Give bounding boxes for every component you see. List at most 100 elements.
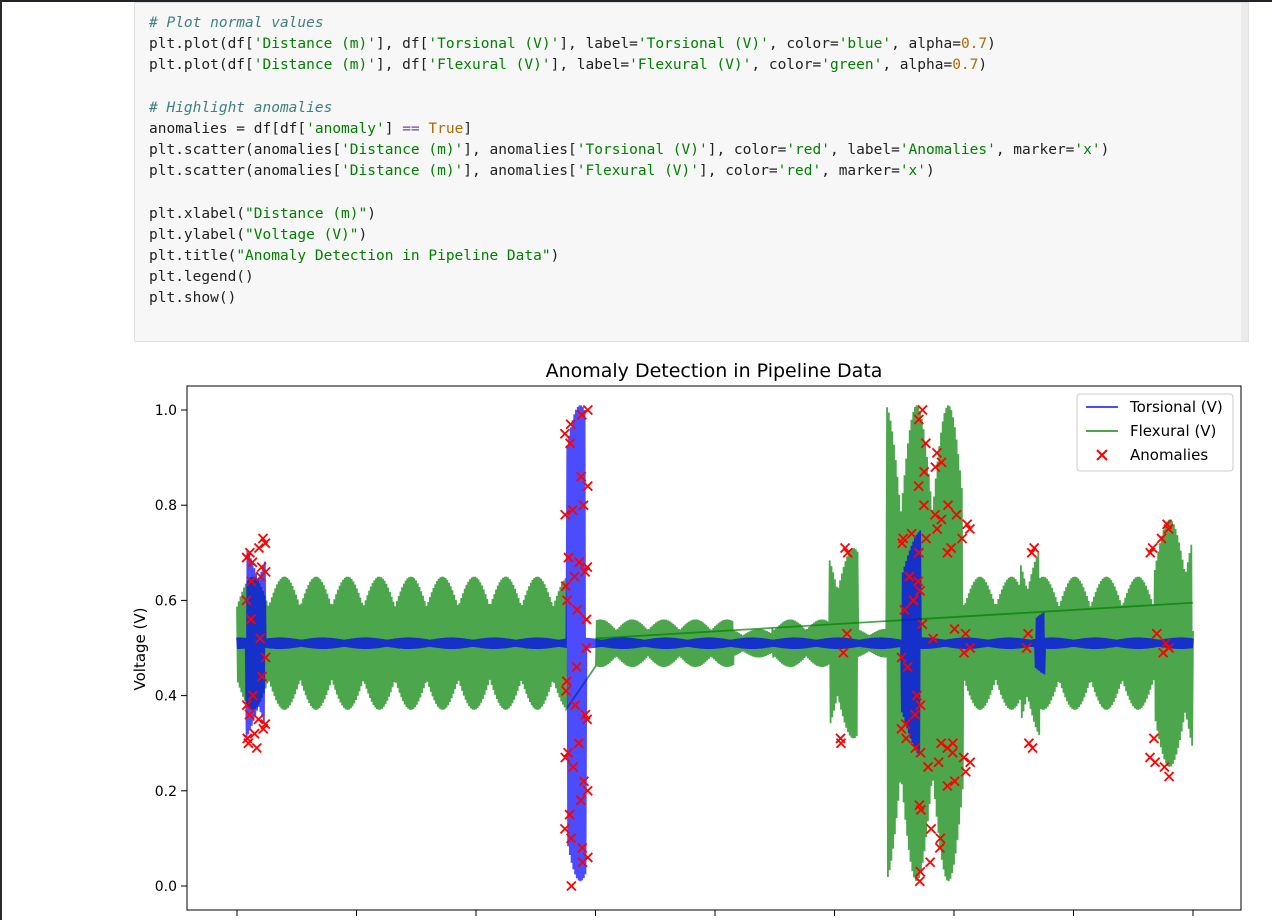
code-token: "Voltage (V)": [245, 226, 359, 243]
anomaly-marker: [567, 761, 579, 773]
anomaly-marker: [569, 571, 580, 582]
anomaly-marker: [578, 776, 590, 787]
anomaly-marker: [901, 733, 912, 744]
anomaly-marker: [835, 738, 847, 749]
code-line: # Highlight anomalies: [149, 98, 1109, 119]
anomaly-marker: [914, 876, 925, 887]
code-token: "Anomaly Detection in Pipeline Data": [236, 248, 551, 265]
anomaly-marker: [260, 652, 271, 663]
anomaly-marker: [960, 628, 971, 639]
y-axis: 0.0 0.2 0.4 0.6 0.8 1.0: [155, 403, 187, 895]
anomaly-marker: [936, 457, 947, 468]
anomaly-marker: [842, 547, 853, 558]
code-token: 'x': [1074, 142, 1101, 159]
anomaly-marker: [909, 709, 921, 720]
code-token: ): [978, 57, 988, 74]
anomaly-marker: [935, 738, 947, 749]
code-line: # Plot normal values: [149, 13, 1109, 34]
cell-scrollbar[interactable]: [1241, 3, 1248, 341]
anomaly-marker: [960, 766, 971, 777]
code-token: 'Flexural (V)': [428, 57, 551, 74]
y-tick-label: 0.4: [155, 689, 177, 705]
code-token: # Plot normal values: [149, 15, 324, 31]
anomaly-marker: [930, 461, 941, 473]
code-cell[interactable]: # Plot normal values plt.plot(df['Distanc…: [134, 2, 1249, 342]
code-token: ], anomalies[: [463, 163, 577, 180]
code-token: plt.scatter(anomalies[: [149, 142, 342, 159]
anomaly-marker: [913, 576, 924, 587]
code-line: plt.ylabel("Voltage (V)"): [149, 225, 1109, 246]
code-token: , color=: [768, 36, 839, 53]
anomaly-marker: [575, 795, 586, 806]
anomaly-marker: [899, 604, 910, 616]
anomaly-marker: [246, 576, 257, 587]
code-token: , label=: [829, 142, 900, 159]
anomaly-marker: [251, 742, 262, 754]
code-editor[interactable]: # Plot normal values plt.plot(df['Distanc…: [149, 13, 1109, 310]
anomaly-marker: [1159, 761, 1170, 773]
anomaly-marker: [579, 566, 591, 577]
anomaly-marker: [1021, 642, 1032, 654]
legend-label: Anomalies: [1130, 446, 1208, 464]
anomaly-marker: [925, 823, 937, 835]
anomaly-marker: [572, 604, 583, 616]
code-token: plt.plot(df[: [149, 36, 254, 53]
anomaly-marker: [964, 523, 975, 535]
code-token: ]: [463, 120, 473, 137]
anomaly-marker: [922, 761, 934, 773]
legend: Torsional (V) Flexural (V) Anomalies: [1076, 393, 1234, 472]
anomaly-marker: [565, 419, 576, 430]
anomaly-marker: [247, 557, 258, 568]
code-token: , alpha=: [891, 36, 961, 53]
code-token: 'green': [821, 57, 883, 74]
code-token: ], color=: [699, 163, 778, 180]
anomaly-marker: [249, 728, 260, 739]
code-token: ]: [384, 120, 403, 137]
anomaly-marker: [573, 738, 584, 749]
anomaly-marker: [577, 842, 588, 854]
anomaly-marker: [581, 614, 592, 625]
anomaly-marker: [906, 528, 917, 539]
anomaly-marker: [913, 547, 924, 558]
anomaly-marker: [244, 709, 255, 720]
anomaly-marker: [253, 714, 264, 725]
y-tick-label: 1.0: [155, 403, 177, 419]
anomaly-marker: [949, 776, 960, 787]
anomaly-marker: [1148, 733, 1160, 744]
anomaly-marker: [929, 509, 941, 520]
anomaly-marker: [931, 447, 943, 458]
code-token: 'Distance (m)': [253, 36, 376, 53]
code-token: True: [428, 120, 464, 137]
code-token: 'Distance (m)': [253, 57, 376, 74]
code-token: 'Flexural (V)': [576, 163, 699, 180]
code-token: 'blue': [838, 36, 892, 53]
anomaly-marker: [915, 747, 926, 758]
y-tick-label: 0.2: [155, 784, 177, 800]
anomaly-marker: [915, 866, 926, 877]
anomaly-marker: [562, 747, 574, 758]
code-line: anomalies = df[df['anomaly'] == True]: [149, 119, 1109, 140]
code-line: plt.legend(): [149, 267, 1109, 288]
anomaly-marker: [949, 623, 960, 635]
code-token: 'Torsional (V)': [428, 36, 560, 53]
code-token: , alpha=: [882, 57, 953, 74]
code-line: plt.plot(df['Distance (m)'], df['Flexura…: [149, 55, 1109, 76]
code-token: 'Torsional (V)': [576, 142, 708, 159]
window-left-border: [0, 0, 2, 920]
window-top-border: [0, 0, 1272, 2]
legend-label: Torsional (V): [1129, 398, 1223, 416]
anomaly-marker: [1163, 771, 1175, 782]
code-token: 'x': [899, 163, 927, 180]
anomaly-marker: [571, 661, 582, 673]
anomaly-marker: [917, 619, 928, 630]
code-token: 'red': [777, 163, 822, 180]
code-token: , marker=: [995, 142, 1075, 159]
code-token: ], anomalies[: [463, 142, 577, 159]
anomaly-marker: [1151, 628, 1162, 639]
cell-output-plot: Anomaly Detection in Pipeline Data Volta…: [120, 350, 1272, 920]
anomaly-marker: [920, 438, 931, 449]
y-axis-label: Voltage (V): [131, 608, 149, 691]
code-token: 0.7: [960, 36, 988, 53]
anomaly-marker: [565, 833, 577, 844]
y-tick-label: 0.0: [155, 879, 177, 895]
